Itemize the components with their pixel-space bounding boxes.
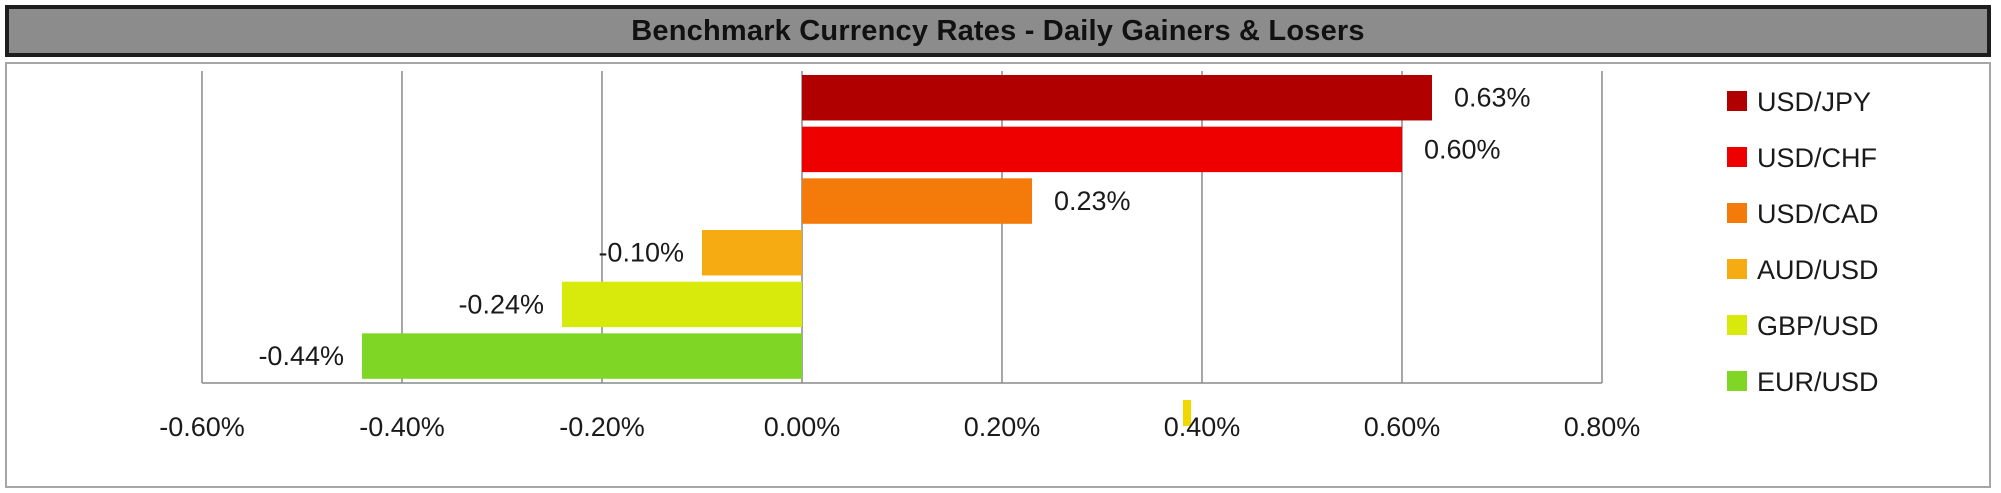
legend-label-3: AUD/USD — [1757, 255, 1879, 285]
legend-label-0: USD/JPY — [1757, 87, 1871, 117]
legend-swatch-2 — [1727, 203, 1747, 223]
data-label-5: -0.44% — [258, 341, 344, 371]
data-labels: 0.63% 0.60% 0.23% -0.10% -0.24% -0.44% — [258, 83, 1530, 371]
bar-gbp-usd — [562, 281, 802, 328]
bars — [362, 75, 1432, 426]
legend-label-2: USD/CAD — [1757, 199, 1879, 229]
x-axis-ticks: -0.60% -0.40% -0.20% 0.00% 0.20% 0.40% 0.60% 0.… — [159, 412, 1640, 442]
chart-title: Benchmark Currency Rates - Daily Gainers… — [631, 14, 1365, 47]
legend-swatch-3 — [1727, 259, 1747, 279]
legend-label-1: USD/CHF — [1757, 143, 1877, 173]
data-label-2: 0.23% — [1054, 186, 1131, 216]
data-label-3: -0.10% — [598, 238, 684, 268]
x-tick-label-1: -0.40% — [359, 412, 445, 442]
data-label-1: 0.60% — [1424, 134, 1501, 164]
axis-marker — [1183, 400, 1191, 426]
legend-swatch-5 — [1727, 371, 1747, 391]
legend-label-5: EUR/USD — [1757, 367, 1879, 397]
chart-title-bar: Benchmark Currency Rates - Daily Gainers… — [5, 5, 1991, 57]
legend-swatch-0 — [1727, 91, 1747, 111]
x-tick-label-6: 0.60% — [1364, 412, 1441, 442]
legend-swatch-1 — [1727, 147, 1747, 167]
bar-usd-jpy — [802, 75, 1432, 121]
bar-usd-cad — [802, 178, 1032, 224]
legend-label-4: GBP/USD — [1757, 311, 1879, 341]
bar-usd-chf — [802, 126, 1402, 173]
x-tick-label-3: 0.00% — [764, 412, 841, 442]
x-tick-label-7: 0.80% — [1564, 412, 1641, 442]
data-label-0: 0.63% — [1454, 83, 1531, 113]
data-label-4: -0.24% — [458, 289, 544, 319]
legend: USD/JPY USD/CHF USD/CAD AUD/USD GBP/USD EUR/U… — [1727, 87, 1879, 397]
gridlines — [201, 71, 1603, 384]
x-tick-label-5: 0.40% — [1164, 412, 1241, 442]
bar-aud-usd — [702, 230, 802, 276]
x-tick-label-4: 0.20% — [964, 412, 1041, 442]
legend-swatch-4 — [1727, 315, 1747, 335]
x-tick-label-0: -0.60% — [159, 412, 245, 442]
x-tick-label-2: -0.20% — [559, 412, 645, 442]
bar-eur-usd — [362, 333, 802, 379]
